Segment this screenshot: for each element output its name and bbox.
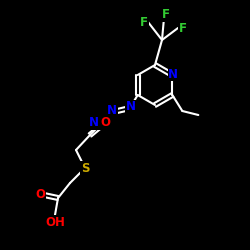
Text: N: N [107,104,117,117]
Text: N: N [126,100,136,114]
Text: O: O [100,116,110,130]
Text: NH: NH [89,116,109,130]
Text: S: S [81,162,89,174]
Text: F: F [179,22,187,35]
Text: O: O [35,188,45,202]
Text: N: N [168,68,178,80]
Text: F: F [140,16,148,28]
Text: OH: OH [45,216,65,228]
Text: F: F [162,8,170,22]
